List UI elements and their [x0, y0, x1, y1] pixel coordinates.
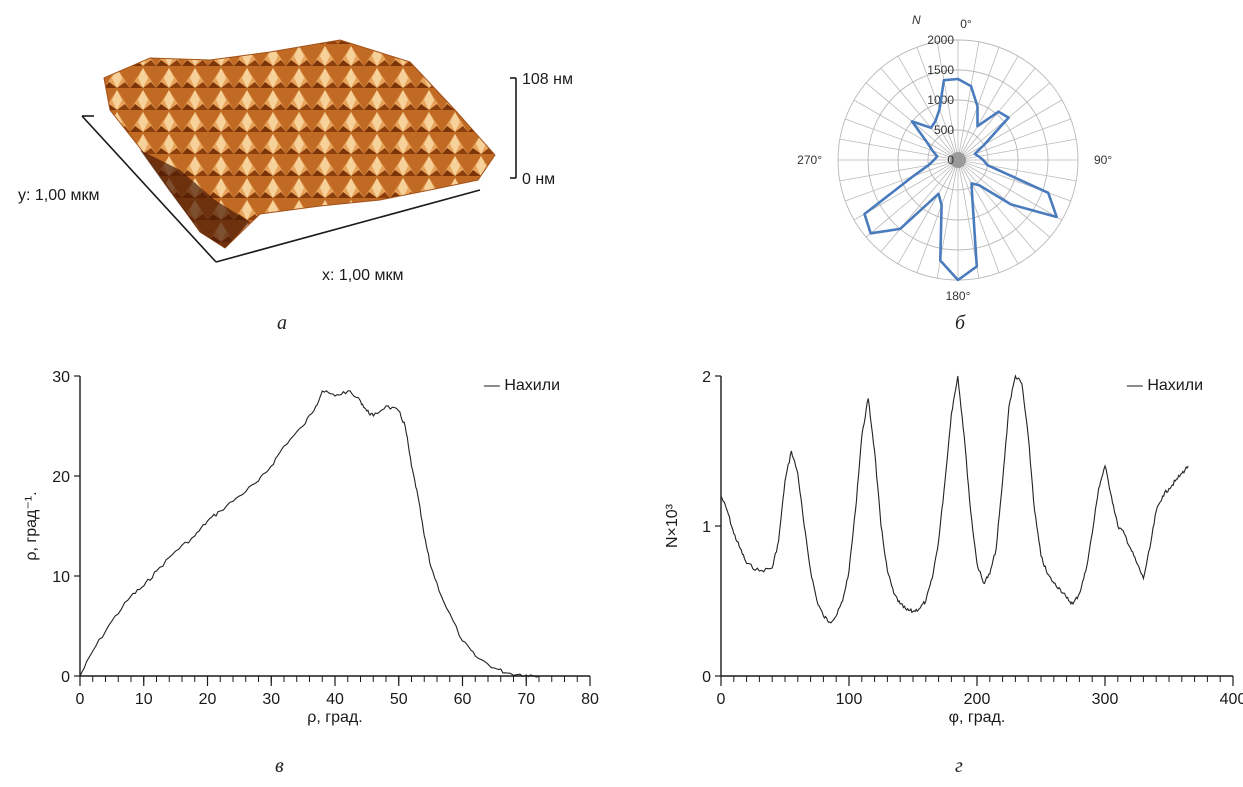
phi-y-tick-label: 1 — [702, 519, 711, 536]
rho-x-label: ρ, град. — [307, 709, 362, 726]
afm-z-bottom-label: 0 нм — [522, 171, 555, 188]
phi-x-tick-label: 100 — [836, 691, 863, 708]
panel-letter-a: а — [277, 312, 287, 334]
polar-ring — [927, 129, 989, 191]
polar-angle-label: 270° — [797, 153, 822, 167]
rho-y-tick-label: 0 — [61, 669, 70, 686]
polar-center — [950, 152, 966, 168]
phi-x-tick-label: 400 — [1220, 691, 1243, 708]
panel-letter-c: в — [275, 755, 284, 777]
rho-chart: 0 10 20 30 40 50 60 70 80 0 10 20 30 ρ, град. ρ, град⁻… — [23, 369, 599, 726]
phi-series-line — [720, 374, 1189, 624]
phi-x-tick-label: 200 — [964, 691, 991, 708]
panel-letter-b: б — [955, 312, 966, 334]
rho-y-tick-label: 10 — [52, 569, 70, 586]
afm-axis-y — [81, 115, 217, 263]
afm-axis-x — [215, 189, 481, 263]
polar-ring — [867, 69, 1049, 251]
polar-angle-label: 0° — [960, 17, 972, 31]
phi-x-label: φ, град. — [949, 709, 1006, 726]
rho-x-tick-label: 60 — [454, 691, 472, 708]
afm-surface — [103, 39, 496, 249]
rho-y-tick-label: 30 — [52, 369, 70, 386]
phi-x-tick-label: 300 — [1092, 691, 1119, 708]
afm-surface-panel: 108 нм 0 нм y: 1,00 мкм x: 1,00 мкм — [18, 39, 573, 284]
polar-ring — [897, 99, 1019, 221]
afm-y-label: y: 1,00 мкм — [18, 187, 99, 204]
phi-chart: 0 100 200 300 400 0 1 2 φ, град. N×10³ — Нахили — [664, 369, 1243, 726]
phi-x-tick-label: 0 — [717, 691, 726, 708]
panel-letter-d: г — [955, 755, 963, 777]
polar-radial-tick: 500 — [934, 123, 954, 137]
rho-legend: — Нахили — [484, 377, 560, 394]
phi-y-tick-label: 2 — [702, 369, 711, 386]
polar-radial-tick: 0 — [947, 153, 954, 167]
afm-x-label: x: 1,00 мкм — [322, 267, 403, 284]
rho-y-tick-label: 20 — [52, 469, 70, 486]
afm-z-top-label: 108 нм — [522, 71, 573, 88]
rho-x-tick-label: 40 — [326, 691, 344, 708]
phi-y-tick-label: 0 — [702, 669, 711, 686]
rho-x-tick-label: 10 — [135, 691, 153, 708]
rho-series-line — [79, 390, 540, 678]
polar-radial-tick: 1500 — [927, 63, 954, 77]
rho-x-tick-label: 0 — [76, 691, 85, 708]
polar-angle-label: 90° — [1094, 153, 1112, 167]
rho-x-tick-label: 50 — [390, 691, 408, 708]
polar-angle-label: 180° — [946, 289, 971, 303]
rho-x-tick-label: 70 — [517, 691, 535, 708]
rho-x-tick-label: 30 — [262, 691, 280, 708]
afm-surface-shadow — [140, 150, 250, 248]
phi-legend: — Нахили — [1127, 377, 1203, 394]
polar-radial-label: N — [912, 13, 921, 27]
rho-x-tick-label: 80 — [581, 691, 599, 708]
phi-y-label: N×10³ — [664, 503, 681, 548]
rho-x-tick-label: 20 — [199, 691, 217, 708]
rho-y-label: ρ, град⁻¹. — [23, 491, 40, 560]
polar-radial-tick: 2000 — [927, 33, 954, 47]
